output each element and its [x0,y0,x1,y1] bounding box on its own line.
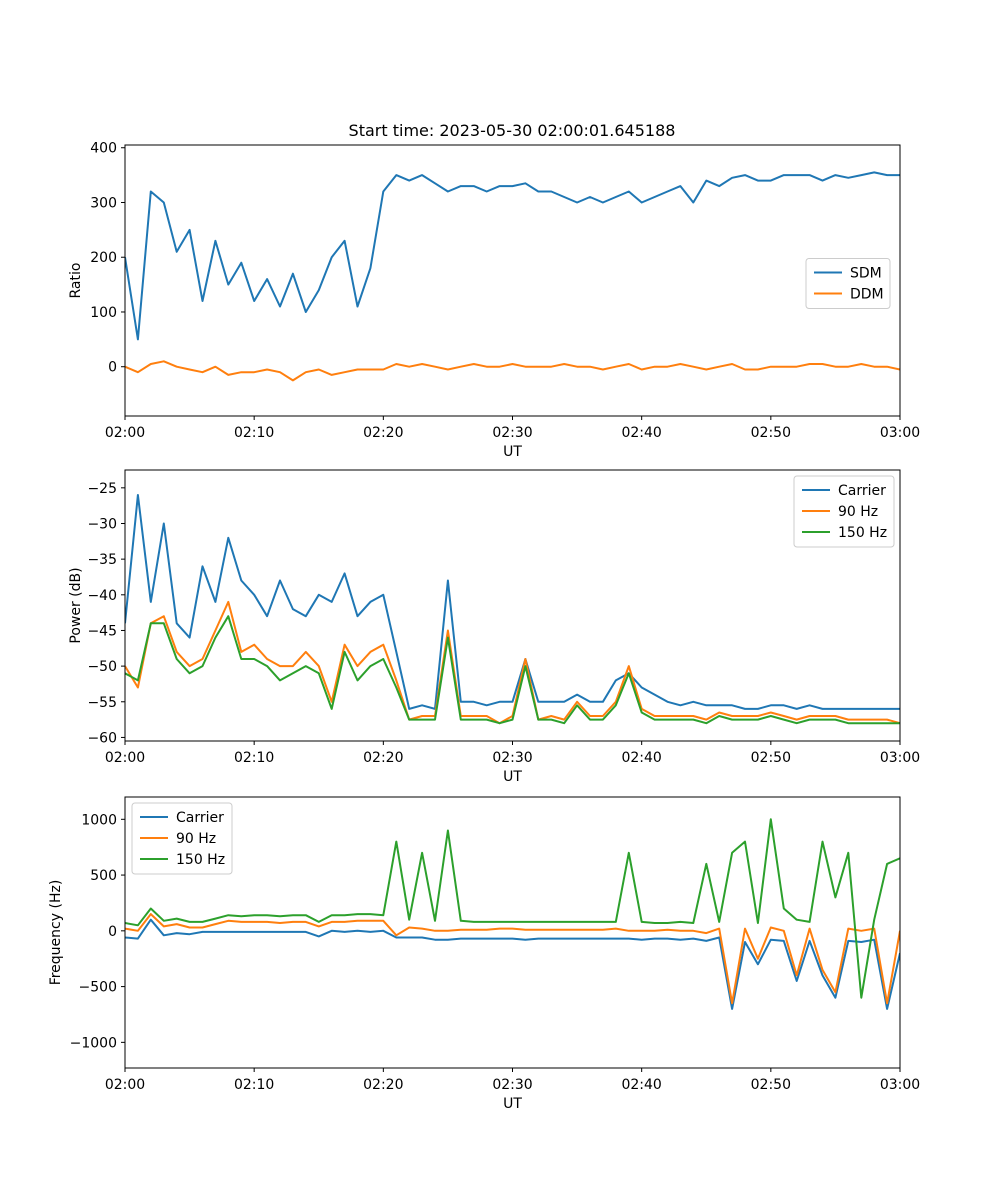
frequency-legend-box [131,802,233,875]
power-y-tick-label: −30 [87,516,117,532]
power-x-tick-label: 02:10 [234,750,274,766]
power-y-tick-label: −60 [87,730,117,746]
frequency-y-tick-label: 0 [108,924,117,940]
frequency-legend-label: Carrier [176,810,224,826]
power-legend-box [793,475,895,548]
frequency-legend-label: 90 Hz [176,831,216,847]
power-y-tick-label: −55 [87,695,117,711]
frequency-x-tick-label: 02:50 [751,1077,791,1093]
power-y-tick-label: −35 [87,552,117,568]
ratio-x-tick-label: 02:00 [105,425,145,441]
power-series-line-carrier [125,494,900,710]
ratio-legend: SDM DDM [805,258,891,309]
ratio-y-tick-label: 100 [90,305,117,321]
ratio-y-tick-label: 300 [90,195,117,211]
frequency-y-tick-label: −1000 [70,1035,117,1051]
frequency-panel: 02:00 02:10 02:20 02:30 02:40 02:50 03:00 −1000… [48,796,920,1112]
frequency-x-tick-label: 02:10 [234,1077,274,1093]
power-x-tick-label: 02:40 [621,750,661,766]
power-x-tick-label: 02:20 [363,750,403,766]
ratio-x-tick-label: 02:50 [751,425,791,441]
ratio-x-axis-label: UT [503,444,522,460]
ratio-x-tick-label: 02:40 [621,425,661,441]
frequency-x-tick-label: 02:00 [105,1077,145,1093]
frequency-x-tick-label: 02:20 [363,1077,403,1093]
frequency-x-tick-label: 02:30 [492,1077,532,1093]
frequency-series-line-carrier [125,918,900,1010]
frequency-y-axis-label: Frequency (Hz) [48,880,64,986]
power-y-axis-label: Power (dB) [68,567,84,643]
frequency-y-tick-label: 1000 [81,812,117,828]
power-x-axis-label: UT [503,769,522,785]
frequency-legend-label: 150 Hz [176,852,225,868]
power-y-tick-label: −40 [87,588,117,604]
ratio-y-tick-label: 0 [108,360,117,376]
power-legend-label: Carrier [838,483,886,499]
power-x-tick-label: 02:00 [105,750,145,766]
ratio-legend-label: SDM [850,266,882,282]
frequency-y-tick-label: −500 [79,980,117,996]
power-x-tick-label: 02:50 [751,750,791,766]
power-legend-label: 90 Hz [838,504,878,520]
frequency-series-line-150-hz [125,818,900,999]
power-legend-label: 150 Hz [838,525,887,541]
frequency-x-axis-label: UT [503,1096,522,1112]
power-y-tick-label: −45 [87,623,117,639]
power-panel: 02:00 02:10 02:20 02:30 02:40 02:50 03:00 −60 −5… [68,469,920,785]
ratio-y-tick-label: 400 [90,141,117,157]
ratio-x-tick-label: 02:30 [492,425,532,441]
ratio-legend-box [805,258,891,309]
ratio-x-tick-label: 02:20 [363,425,403,441]
ratio-x-tick-label: 03:00 [880,425,920,441]
ratio-x-tick-label: 02:10 [234,425,274,441]
power-x-tick-label: 03:00 [880,750,920,766]
ratio-series-line-sdm [125,171,900,341]
chart-title: Start time: 2023-05-30 02:00:01.645188 [349,121,676,140]
frequency-x-tick-label: 03:00 [880,1077,920,1093]
ratio-y-axis-label: Ratio [68,263,84,299]
frequency-legend: Carrier 90 Hz 150 Hz [131,802,233,875]
ratio-panel: 02:00 02:10 02:20 02:30 02:40 02:50 03:00 0 100 2… [68,141,920,460]
power-legend: Carrier 90 Hz 150 Hz [793,475,895,548]
power-y-tick-label: −25 [87,481,117,497]
frequency-y-tick-label: 500 [90,868,117,884]
ratio-y-tick-label: 200 [90,250,117,266]
ratio-series-line-ddm [125,360,900,382]
frequency-series-line-90-hz [125,913,900,1005]
power-y-tick-label: −50 [87,659,117,675]
power-series-line-150-hz [125,615,900,725]
ratio-legend-label: DDM [850,287,884,303]
power-x-tick-label: 02:30 [492,750,532,766]
frequency-x-tick-label: 02:40 [621,1077,661,1093]
